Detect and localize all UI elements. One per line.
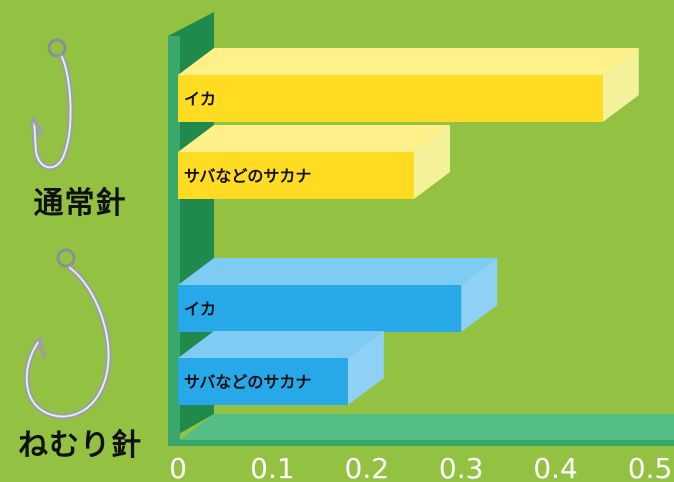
j-hook-icon bbox=[31, 38, 74, 171]
bar-label: イカ bbox=[184, 90, 216, 109]
x-tick-label: 0 bbox=[169, 452, 187, 482]
bar-g0-0: イカ bbox=[178, 48, 639, 122]
bar-side-face bbox=[347, 331, 384, 405]
bar-g1-0: イカ bbox=[178, 258, 498, 332]
bar bbox=[178, 152, 414, 199]
bar-top-face bbox=[178, 258, 498, 285]
bar-side-face bbox=[414, 125, 450, 199]
x-tick-label: 0.1 bbox=[250, 452, 295, 482]
bar-g1-1: サバなどのサカナ bbox=[178, 331, 384, 405]
bar bbox=[178, 285, 462, 332]
bar bbox=[178, 75, 603, 122]
y-axis-wall bbox=[168, 36, 180, 440]
bar-label: サバなどのサカナ bbox=[184, 167, 311, 186]
x-tick-labels: 0 0.1 0.2 0.3 0.4 0.5 bbox=[169, 452, 672, 482]
bar bbox=[178, 358, 348, 405]
bar-g0-1: サバなどのサカナ bbox=[178, 125, 450, 199]
x-tick-label: 0.3 bbox=[439, 452, 484, 482]
x-axis-floor-top bbox=[180, 414, 674, 440]
circle-hook-icon bbox=[23, 248, 112, 420]
x-tick-label: 0.4 bbox=[533, 452, 578, 482]
bar-label: サバなどのサカナ bbox=[184, 373, 311, 392]
bar-label: イカ bbox=[184, 300, 216, 319]
group-label-normal-hook: 通常針 bbox=[33, 186, 127, 221]
bar-side-face bbox=[602, 48, 639, 122]
bar-side-face bbox=[461, 258, 498, 332]
group-label-circle-hook: ねむり針 bbox=[18, 428, 142, 463]
x-axis-floor bbox=[168, 440, 674, 446]
bar-top-face bbox=[178, 48, 639, 75]
x-tick-label: 0.2 bbox=[345, 452, 390, 482]
x-tick-label: 0.5 bbox=[628, 452, 673, 482]
bar-top-face bbox=[178, 331, 384, 358]
bar-top-face bbox=[178, 125, 450, 152]
